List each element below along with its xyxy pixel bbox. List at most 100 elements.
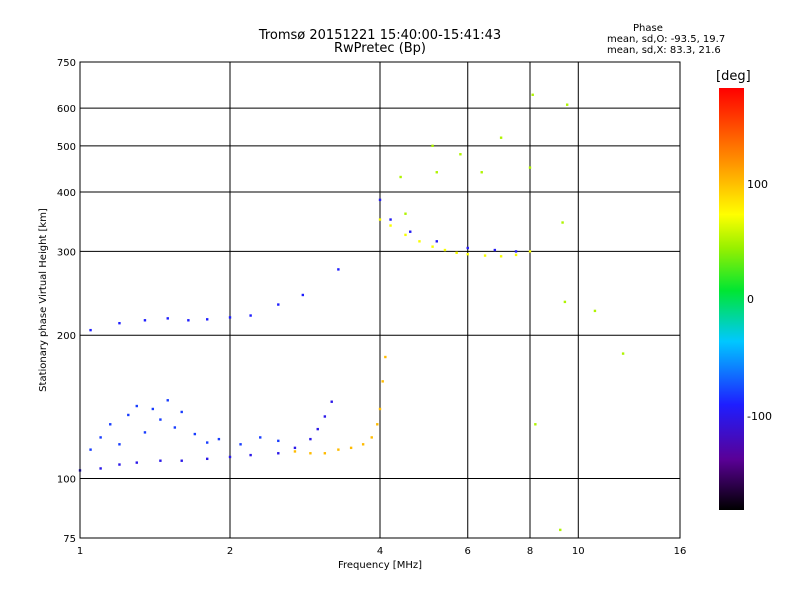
data-point (323, 452, 327, 455)
data-point (205, 318, 209, 321)
data-point (514, 253, 518, 257)
trace-lower-scatter (89, 399, 280, 451)
colorbar (719, 88, 744, 510)
x-tick-labels: 1 2 4 6 8 10 16 (77, 546, 687, 557)
data-point (205, 441, 209, 444)
x-tick-label: 6 (465, 546, 471, 557)
data-point (593, 309, 597, 313)
data-point (277, 439, 280, 443)
data-point (99, 436, 102, 439)
data-point (166, 399, 169, 402)
data-point (159, 459, 162, 462)
x-tick-label: 2 (227, 546, 233, 557)
data-point (180, 459, 183, 462)
data-point (480, 171, 483, 174)
data-point (528, 166, 532, 169)
data-point (330, 400, 333, 403)
phase-stats-x: mean, sd,X: 83.3, 21.6 (607, 45, 721, 56)
data-point (118, 321, 121, 325)
data-point (370, 436, 373, 439)
data-point (89, 328, 92, 332)
data-point (249, 314, 252, 317)
data-point (301, 293, 305, 297)
data-point (514, 250, 518, 253)
trace-F-layer-trace (378, 218, 532, 258)
data-point (443, 248, 447, 252)
data-point (337, 268, 340, 271)
chart-subtitle: RwPretec (Bp) (333, 41, 427, 56)
data-point (309, 452, 312, 455)
data-point (381, 380, 384, 383)
data-point (259, 436, 262, 439)
data-point (565, 103, 569, 106)
trace-sporadic-echoes (399, 93, 625, 532)
x-axis-label: Frequency [MHz] (338, 560, 422, 571)
y-tick-label: 200 (57, 331, 76, 342)
data-point (399, 175, 402, 179)
data-point (118, 443, 121, 446)
data-point (435, 171, 438, 174)
data-point (293, 450, 297, 453)
data-point (293, 446, 297, 450)
y-tick-label: 100 (57, 475, 76, 486)
data-point (389, 224, 392, 227)
y-tick-labels: 75 100 200 300 400 500 600 750 (57, 58, 76, 545)
data-point (159, 418, 162, 421)
data-point (466, 252, 469, 256)
data-point (135, 461, 138, 464)
data-point (431, 245, 434, 248)
colorbar-tick-0: 0 (747, 293, 754, 306)
data-point (409, 230, 412, 233)
y-axis-label: Stationary phase Virtual Height [km] (38, 208, 49, 392)
data-point (499, 255, 503, 258)
y-tick-label: 500 (57, 142, 76, 153)
data-point (431, 144, 434, 148)
data-point (384, 355, 387, 359)
data-point (239, 443, 242, 446)
data-point (217, 437, 221, 441)
data-point (127, 413, 130, 417)
data-point (404, 212, 407, 215)
data-point (621, 352, 625, 355)
data-point (435, 240, 438, 243)
data-point (563, 300, 567, 304)
x-tick-label: 10 (572, 546, 585, 557)
trace-retarded-trace-near-4-MHz (293, 355, 387, 455)
phase-stats-heading: Phase (633, 23, 663, 34)
data-point (376, 423, 379, 426)
data-point (135, 404, 138, 408)
data-point (561, 221, 564, 224)
data-point (378, 407, 382, 411)
data-point (418, 240, 421, 243)
x-tick-label: 4 (377, 546, 383, 557)
data-point (228, 316, 232, 319)
data-point (193, 432, 197, 436)
data-point (323, 415, 327, 418)
data-point (404, 233, 407, 237)
data-point (118, 463, 121, 466)
data-point (205, 457, 209, 461)
data-point (559, 528, 562, 532)
data-point (109, 423, 112, 426)
data-point (309, 437, 312, 441)
y-tick-label: 400 (57, 188, 76, 199)
data-point (277, 303, 280, 306)
data-point (483, 254, 487, 257)
data-point (361, 443, 365, 446)
data-point (531, 93, 534, 96)
data-point (316, 427, 319, 431)
data-point (466, 246, 469, 250)
x-tick-label: 16 (674, 546, 687, 557)
data-point (89, 448, 92, 451)
x-tick-label: 8 (527, 546, 533, 557)
data-point (166, 317, 169, 320)
y-tick-label: 300 (57, 247, 76, 258)
colorbar-tick-neg100: -100 (747, 410, 772, 423)
data-point (151, 407, 155, 411)
data-point (180, 410, 183, 414)
data-point (493, 248, 497, 252)
y-tick-label: 750 (57, 58, 76, 69)
trace-F-trace-X (378, 198, 518, 253)
grid-lines (80, 62, 680, 538)
